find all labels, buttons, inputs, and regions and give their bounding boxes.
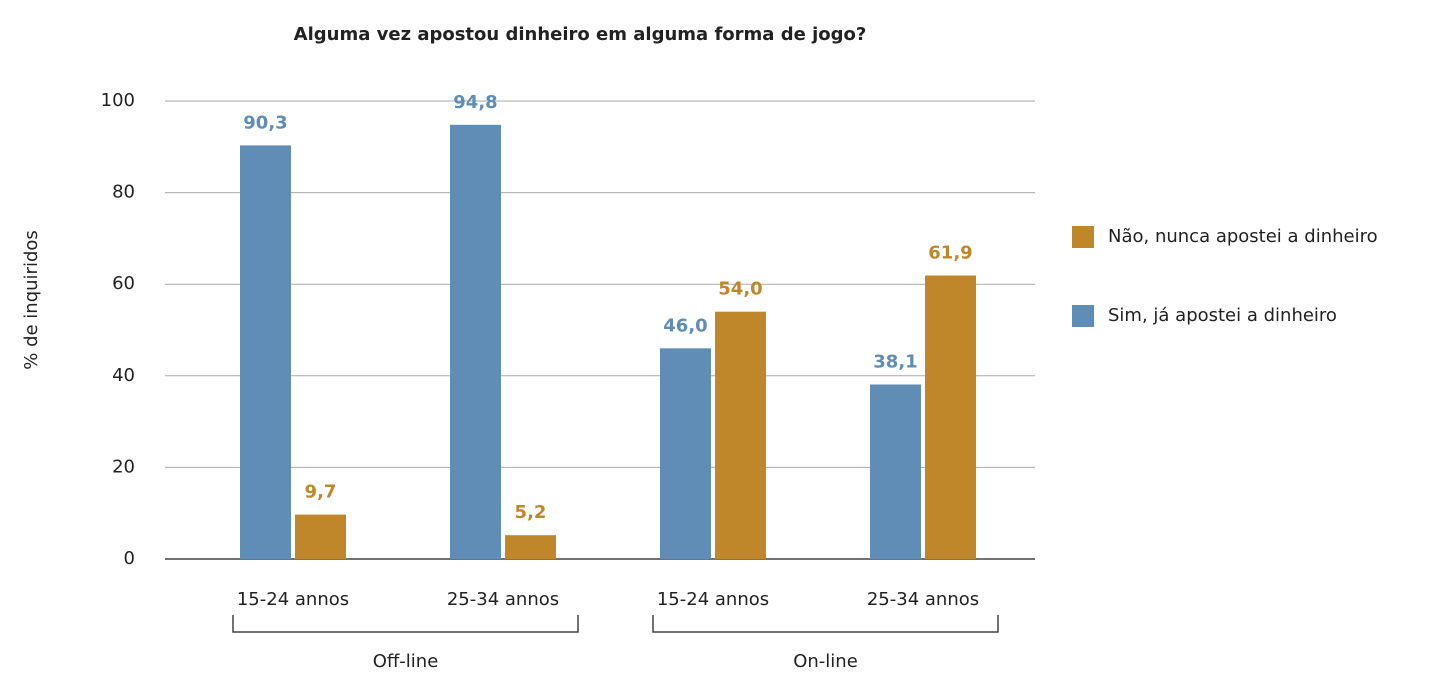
y-axis-label: % de inquiridos [21,230,42,370]
legend-label: Não, nunca apostei a dinheiro [1108,226,1378,247]
group-label: Off-line [373,651,439,672]
bar [240,145,291,559]
value-label: 90,3 [243,112,287,133]
bar [870,384,921,559]
y-tick-label: 20 [112,456,135,477]
bar [925,275,976,559]
value-label: 46,0 [663,315,707,336]
y-tick-label: 80 [112,182,135,203]
value-label: 5,2 [515,502,547,523]
x-tick-label: 25-34 annos [867,589,979,610]
value-label: 54,0 [718,279,762,300]
chart-title: Alguma vez apostou dinheiro em alguma fo… [294,24,867,45]
group-bracket [652,615,999,633]
legend-label: Sim, já apostei a dinheiro [1108,305,1337,326]
y-tick-label: 0 [124,548,135,569]
bar [505,535,556,559]
bar [660,348,711,559]
x-tick-label: 15-24 annos [237,589,349,610]
value-label: 38,1 [873,352,917,373]
bar [450,124,501,559]
y-tick-label: 40 [112,365,135,386]
legend-swatch [1072,305,1094,327]
bar [295,514,346,559]
value-label: 61,9 [928,242,972,263]
group-bracket [232,615,579,633]
x-tick-label: 25-34 annos [447,589,559,610]
y-tick-label: 60 [112,273,135,294]
value-label: 94,8 [453,92,497,113]
group-label: On-line [793,651,858,672]
bar [715,311,766,559]
y-tick-label: 100 [101,90,135,111]
value-label: 9,7 [305,482,337,503]
x-tick-label: 15-24 annos [657,589,769,610]
legend-swatch [1072,226,1094,248]
